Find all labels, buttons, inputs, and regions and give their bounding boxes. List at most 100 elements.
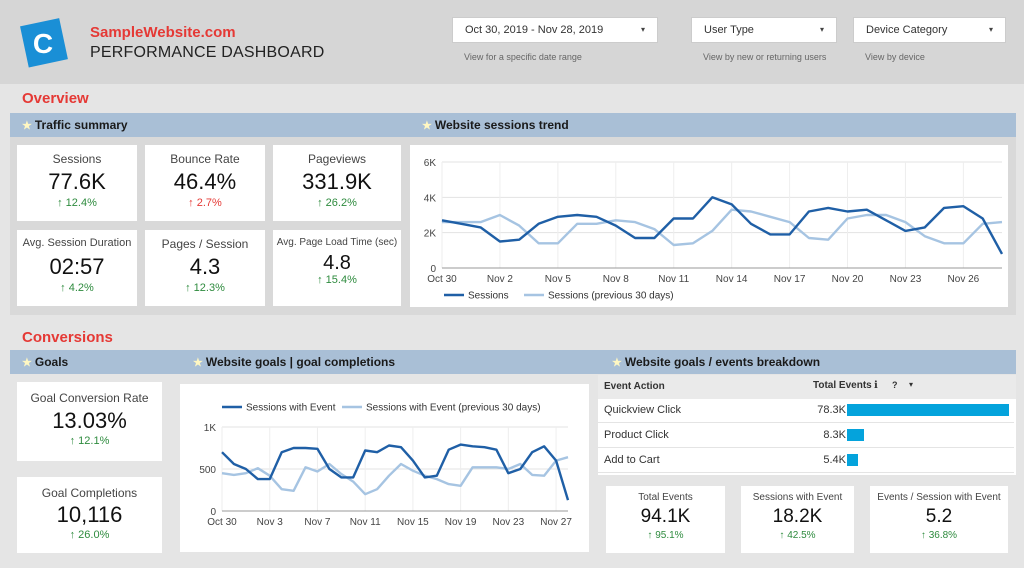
goal-completions-heading: ★ Website goals | goal completions: [193, 355, 396, 369]
goal-card-conversion-rate: Goal Conversion Rate 13.03% ↑ 12.1%: [17, 382, 162, 461]
x-tick-label: Nov 5: [545, 274, 572, 285]
x-tick-label: Nov 3: [257, 517, 284, 528]
star-icon: ★: [612, 357, 622, 369]
column-header-total-events[interactable]: Total Events: [813, 380, 872, 391]
events-breakdown-heading: ★ Website goals / events breakdown: [612, 355, 821, 369]
kpi-card-avg-page-load-time: Avg. Page Load Time (sec) 4.8 ↑ 15.4%: [273, 230, 401, 306]
x-tick-label: Oct 30: [207, 517, 237, 528]
device-category-filter[interactable]: Device Category ▾: [853, 17, 1006, 43]
x-tick-label: Nov 19: [445, 517, 477, 528]
date-range-selector[interactable]: Oct 30, 2019 - Nov 28, 2019 ▾: [452, 17, 658, 43]
x-tick-label: Nov 8: [603, 274, 630, 285]
star-icon: ★: [22, 357, 32, 369]
kpi-card-pageviews: Pageviews 331.9K ↑ 26.2%: [273, 145, 401, 221]
help-icon[interactable]: ?: [892, 380, 898, 390]
legend-label: Sessions: [468, 291, 509, 302]
kpi-card-bounce-rate: Bounce Rate 46.4% ↑ 2.7%: [145, 145, 265, 221]
chevron-down-icon: ▾: [988, 25, 993, 34]
brand-logo-icon: C: [20, 18, 68, 68]
table-row[interactable]: Add to Cart 5.4K: [598, 449, 1014, 473]
kpi-value: 331.9K: [302, 169, 372, 194]
sessions-trend-heading: ★ Website sessions trend: [422, 118, 569, 132]
kpi-label: Pages / Session: [161, 237, 249, 251]
kpi-value: 13.03%: [52, 408, 127, 433]
section-title-conversions: Conversions: [22, 329, 113, 346]
x-tick-label: Nov 20: [832, 274, 864, 285]
x-tick-label: Nov 15: [397, 517, 429, 528]
y-tick-label: 0: [430, 264, 436, 275]
legend-label: Sessions with Event (previous 30 days): [366, 403, 541, 414]
kpi-change: ↑ 26.2%: [317, 197, 357, 209]
y-tick-label: 1K: [204, 423, 217, 434]
total-events-cell: 78.3K: [817, 404, 846, 416]
kpi-label: Avg. Page Load Time (sec): [276, 237, 398, 248]
star-icon: ★: [22, 120, 32, 132]
sessions-trend-chart: 0 2K 4K 6K Oct 30 Nov 2 Nov 5 Nov 8 Nov 11 Nov 14…: [424, 158, 1004, 302]
kpi-value: 94.1K: [640, 506, 691, 527]
kpi-value: 4.3: [189, 254, 221, 279]
overview-header-bar: [10, 113, 1016, 137]
kpi-value: 10,116: [56, 502, 123, 527]
kpi-value: 4.8: [323, 252, 351, 274]
user-type-filter[interactable]: User Type ▾: [691, 17, 837, 43]
series-line-current: [441, 196, 1004, 255]
kpi-label: Sessions with Event: [752, 492, 843, 503]
user-type-hint: View by new or returning users: [703, 52, 827, 62]
table-row[interactable]: Product Click 8.3K: [598, 424, 1014, 448]
y-tick-label: 0: [210, 507, 216, 518]
table-row[interactable]: Quickview Click 78.3K: [598, 399, 1014, 423]
kpi-card-sessions: Sessions 77.6K ↑ 12.4%: [17, 145, 137, 221]
kpi-change: ↑ 42.5%: [779, 530, 816, 541]
total-events-cell: 5.4K: [823, 454, 846, 466]
events-table: Event Action Total Events ℹ ? ▾ Quickvie…: [598, 375, 1016, 475]
info-icon[interactable]: ℹ: [874, 380, 878, 391]
kpi-change: ↑ 4.2%: [60, 282, 94, 294]
kpi-label: Events / Session with Event: [877, 492, 1001, 503]
device-category-hint: View by device: [865, 52, 925, 62]
svg-text:C: C: [33, 28, 53, 59]
event-action-cell: Add to Cart: [604, 454, 660, 466]
kpi-change: ↑ 36.8%: [920, 530, 958, 541]
sessions-trend-panel: 0 2K 4K 6K Oct 30 Nov 2 Nov 5 Nov 8 Nov 11 Nov 14…: [410, 145, 1008, 307]
x-tick-label: Nov 27: [540, 517, 572, 528]
x-tick-label: Nov 7: [304, 517, 331, 528]
y-tick-label: 6K: [424, 158, 437, 169]
user-type-value: User Type: [704, 24, 754, 36]
kpi-value: 77.6K: [48, 169, 106, 194]
kpi-card-avg-session-duration: Avg. Session Duration 02:57 ↑ 4.2%: [17, 230, 137, 306]
conversions-header-bar: [10, 350, 1016, 374]
kpi-change: ↑ 12.1%: [69, 435, 110, 447]
y-tick-label: 500: [199, 465, 216, 476]
x-tick-label: Nov 11: [350, 517, 381, 528]
kpi-change: ↑ 12.3%: [185, 282, 225, 294]
x-tick-label: Nov 11: [658, 274, 689, 285]
kpi-label: Goal Conversion Rate: [30, 391, 149, 405]
legend-label: Sessions (previous 30 days): [548, 291, 674, 302]
page-title: PERFORMANCE DASHBOARD: [90, 44, 325, 61]
section-title-overview: Overview: [22, 90, 89, 107]
kpi-label: Pageviews: [307, 152, 367, 166]
event-card-total-events: Total Events 94.1K ↑ 95.1%: [606, 486, 725, 553]
kpi-value: 46.4%: [173, 169, 237, 194]
kpi-label: Sessions: [52, 152, 102, 166]
kpi-value: 02:57: [49, 254, 105, 279]
y-tick-label: 4K: [424, 193, 437, 204]
x-tick-label: Nov 14: [716, 274, 748, 285]
series-line-previous: [221, 456, 569, 496]
x-tick-label: Nov 2: [487, 274, 514, 285]
event-card-sessions-with-event: Sessions with Event 18.2K ↑ 42.5%: [741, 486, 854, 553]
table-header: [598, 375, 1016, 399]
total-events-bar: [847, 404, 1009, 416]
series-line-previous: [442, 208, 1003, 247]
chevron-down-icon: ▾: [640, 25, 645, 34]
sort-icon[interactable]: ▾: [909, 380, 914, 389]
goal-completions-chart: 0 500 1K Oct 30 Nov 3 Nov 7 Nov 11 Nov 15 Nov 19…: [199, 403, 572, 529]
column-header-event-action[interactable]: Event Action: [604, 381, 665, 392]
total-events-cell: 8.3K: [823, 429, 846, 441]
event-action-cell: Quickview Click: [604, 404, 682, 416]
date-range-hint: View for a specific date range: [464, 52, 582, 62]
goal-completions-panel: 0 500 1K Oct 30 Nov 3 Nov 7 Nov 11 Nov 15 Nov 19…: [180, 384, 589, 552]
x-tick-label: Nov 26: [948, 274, 980, 285]
kpi-change: ↑ 95.1%: [647, 530, 684, 541]
legend-label: Sessions with Event: [246, 403, 336, 414]
